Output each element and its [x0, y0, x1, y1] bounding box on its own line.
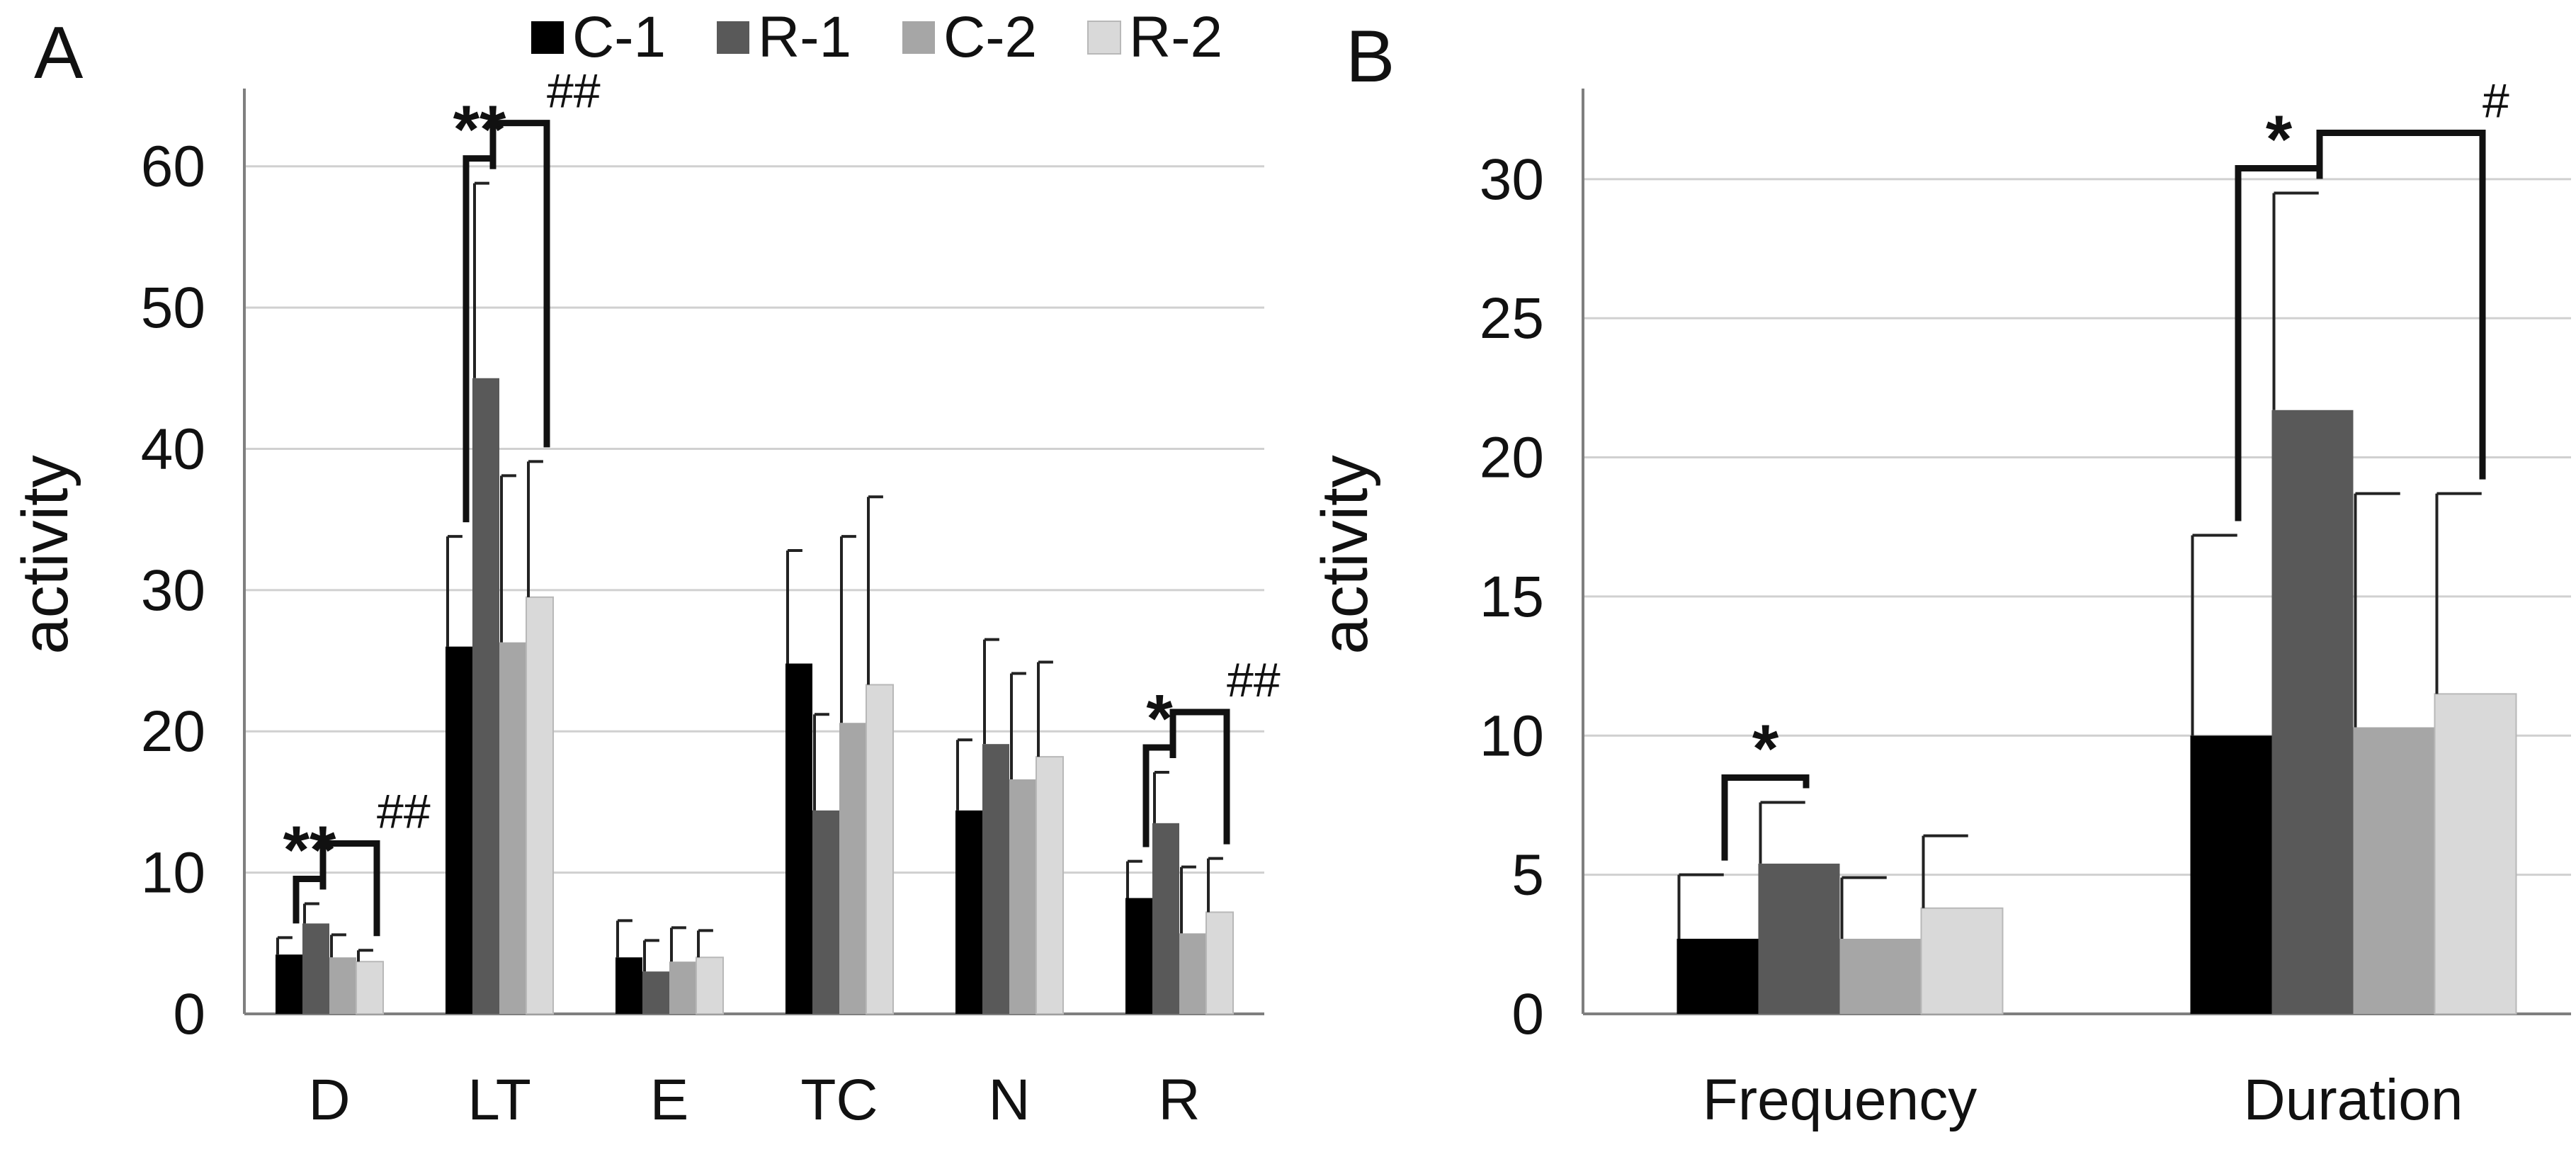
y-tick-label: 5 [1511, 843, 1544, 908]
bar [472, 378, 499, 1014]
significance-marker: * [1752, 711, 1779, 787]
bar [2353, 727, 2435, 1014]
significance-marker: ## [377, 784, 431, 838]
bar [955, 810, 982, 1014]
y-tick-label: 50 [141, 276, 205, 340]
significance-bracket [1721, 774, 1810, 861]
bar [839, 723, 866, 1014]
bar [499, 642, 526, 1014]
bar [982, 744, 1009, 1014]
bar [2434, 693, 2517, 1015]
significance-marker: ** [283, 812, 336, 888]
x-tick-label: Duration [2244, 1068, 2463, 1132]
y-axis-label: activity [1309, 455, 1381, 654]
panel-b-chart: 0 5 10 15 20 25 30 activity B Frequency Duration * *… [1309, 16, 2571, 1132]
bar [785, 663, 812, 1014]
significance-marker: ## [1227, 653, 1281, 707]
significance-marker: ** [453, 92, 506, 168]
y-tick-label: 0 [173, 982, 205, 1046]
x-tick-label: Frequency [1703, 1068, 1977, 1132]
bar [1839, 938, 1922, 1014]
significance-bracket [489, 120, 550, 448]
x-tick-label: E [650, 1068, 689, 1132]
legend-label: R-1 [758, 5, 851, 69]
x-tick-label: LT [467, 1068, 531, 1132]
significance-bracket [2316, 129, 2486, 480]
legend-swatch [1087, 21, 1121, 55]
bar [1179, 933, 1206, 1014]
bar [2271, 410, 2354, 1014]
panel-a-chart: 0 10 20 30 40 50 60 activity A D LT E TC N R ** ## ** ## * #… [9, 12, 1281, 1132]
bar [1035, 756, 1064, 1015]
y-tick-label: 20 [141, 699, 205, 764]
bar [1758, 863, 1840, 1014]
x-tick-label: N [988, 1068, 1030, 1132]
significance-bracket [319, 840, 380, 937]
legend-swatch [902, 21, 935, 54]
bar [696, 956, 724, 1015]
significance-bracket [1169, 709, 1230, 845]
significance-marker: # [2483, 74, 2509, 128]
bar [329, 957, 356, 1014]
bar [302, 923, 329, 1014]
bar [1676, 938, 1759, 1014]
x-tick-label: D [308, 1068, 350, 1132]
bar [1009, 779, 1036, 1014]
bar [1205, 911, 1234, 1015]
bar [1152, 823, 1179, 1014]
bar [1125, 898, 1152, 1014]
x-tick-label: R [1158, 1068, 1200, 1132]
legend: C-1 R-1 C-2 R-2 [531, 5, 1222, 69]
y-axis-label: activity [9, 455, 81, 654]
bar [2190, 735, 2272, 1014]
bar [1920, 907, 2004, 1015]
y-tick-label: 30 [1480, 147, 1544, 212]
bar [615, 957, 642, 1014]
legend-swatch [717, 21, 749, 54]
legend-swatch [531, 21, 564, 54]
y-tick-label: 30 [141, 558, 205, 623]
y-tick-label: 0 [1511, 982, 1544, 1046]
bar [446, 646, 472, 1014]
panel-label: A [34, 12, 84, 94]
legend-label: C-2 [943, 5, 1037, 69]
y-tick-label: 15 [1480, 565, 1544, 629]
bar [526, 596, 554, 1015]
x-tick-label: TC [800, 1068, 878, 1132]
legend-label: C-1 [572, 5, 666, 69]
y-tick-label: 60 [141, 135, 205, 199]
bar [642, 971, 669, 1014]
bar [276, 954, 302, 1014]
y-tick-label: 25 [1480, 286, 1544, 351]
y-tick-label: 40 [141, 417, 205, 481]
bar [356, 961, 384, 1015]
panel-label: B [1346, 16, 1395, 98]
significance-marker: * [1146, 681, 1173, 757]
bar [669, 961, 696, 1014]
y-tick-label: 20 [1480, 426, 1544, 490]
significance-marker: ## [547, 64, 601, 118]
y-tick-label: 10 [141, 841, 205, 905]
bar [866, 684, 894, 1015]
bar [812, 810, 839, 1014]
legend-label: R-2 [1129, 5, 1222, 69]
y-tick-label: 10 [1480, 704, 1544, 768]
significance-marker: * [2266, 101, 2293, 177]
